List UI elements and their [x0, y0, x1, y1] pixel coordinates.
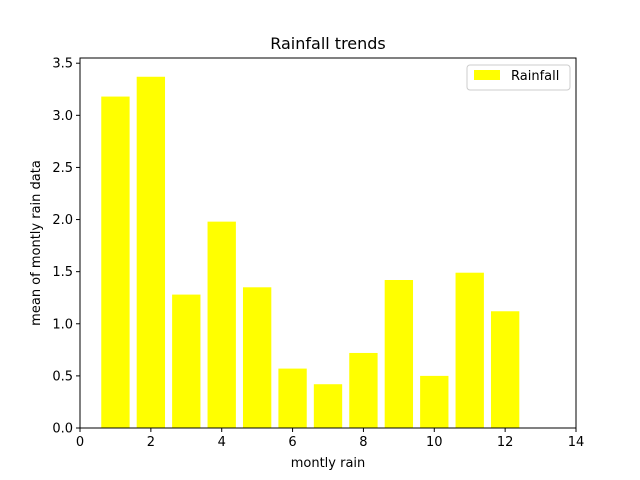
- y-tick-label: 2.0: [52, 213, 73, 228]
- x-tick-label: 8: [359, 435, 367, 450]
- bar: [207, 221, 236, 428]
- bar: [384, 280, 414, 428]
- bar: [172, 294, 201, 428]
- y-tick-label: 0.5: [52, 369, 73, 384]
- legend-label: Rainfall: [511, 69, 559, 84]
- bar: [136, 76, 166, 429]
- bar: [349, 352, 378, 428]
- y-tick-label: 2.5: [52, 161, 73, 176]
- y-axis-title: mean of montly rain data: [29, 160, 44, 326]
- bars-layer: [101, 76, 520, 429]
- y-tick-label: 3.5: [52, 57, 73, 72]
- y-axis: 0.0 0.5 1.0 1.5 2.0 2.5 3.0 3.5: [52, 57, 80, 437]
- legend-swatch: [474, 70, 500, 80]
- bar: [313, 384, 343, 428]
- y-tick-label: 1.5: [52, 265, 73, 280]
- x-tick-label: 2: [147, 435, 155, 450]
- legend: Rainfall: [466, 64, 571, 91]
- bar: [278, 368, 307, 428]
- x-tick-label: 12: [497, 435, 514, 450]
- bar: [455, 272, 484, 428]
- chart-title: Rainfall trends: [270, 34, 386, 53]
- x-axis-title: montly rain: [291, 456, 366, 471]
- x-tick-label: 0: [76, 435, 84, 450]
- bar: [420, 375, 449, 428]
- bar: [101, 96, 130, 428]
- bar: [490, 311, 520, 428]
- x-tick-label: 6: [288, 435, 296, 450]
- x-axis: 0 2 4 6 8 10 12 14: [76, 428, 584, 450]
- x-tick-label: 10: [426, 435, 443, 450]
- x-tick-label: 14: [568, 435, 585, 450]
- bar: [242, 287, 272, 428]
- y-tick-label: 0.0: [52, 422, 73, 437]
- y-tick-label: 1.0: [52, 317, 73, 332]
- y-tick-label: 3.0: [52, 109, 73, 124]
- x-tick-label: 4: [218, 435, 226, 450]
- plot-frame: [79, 57, 577, 429]
